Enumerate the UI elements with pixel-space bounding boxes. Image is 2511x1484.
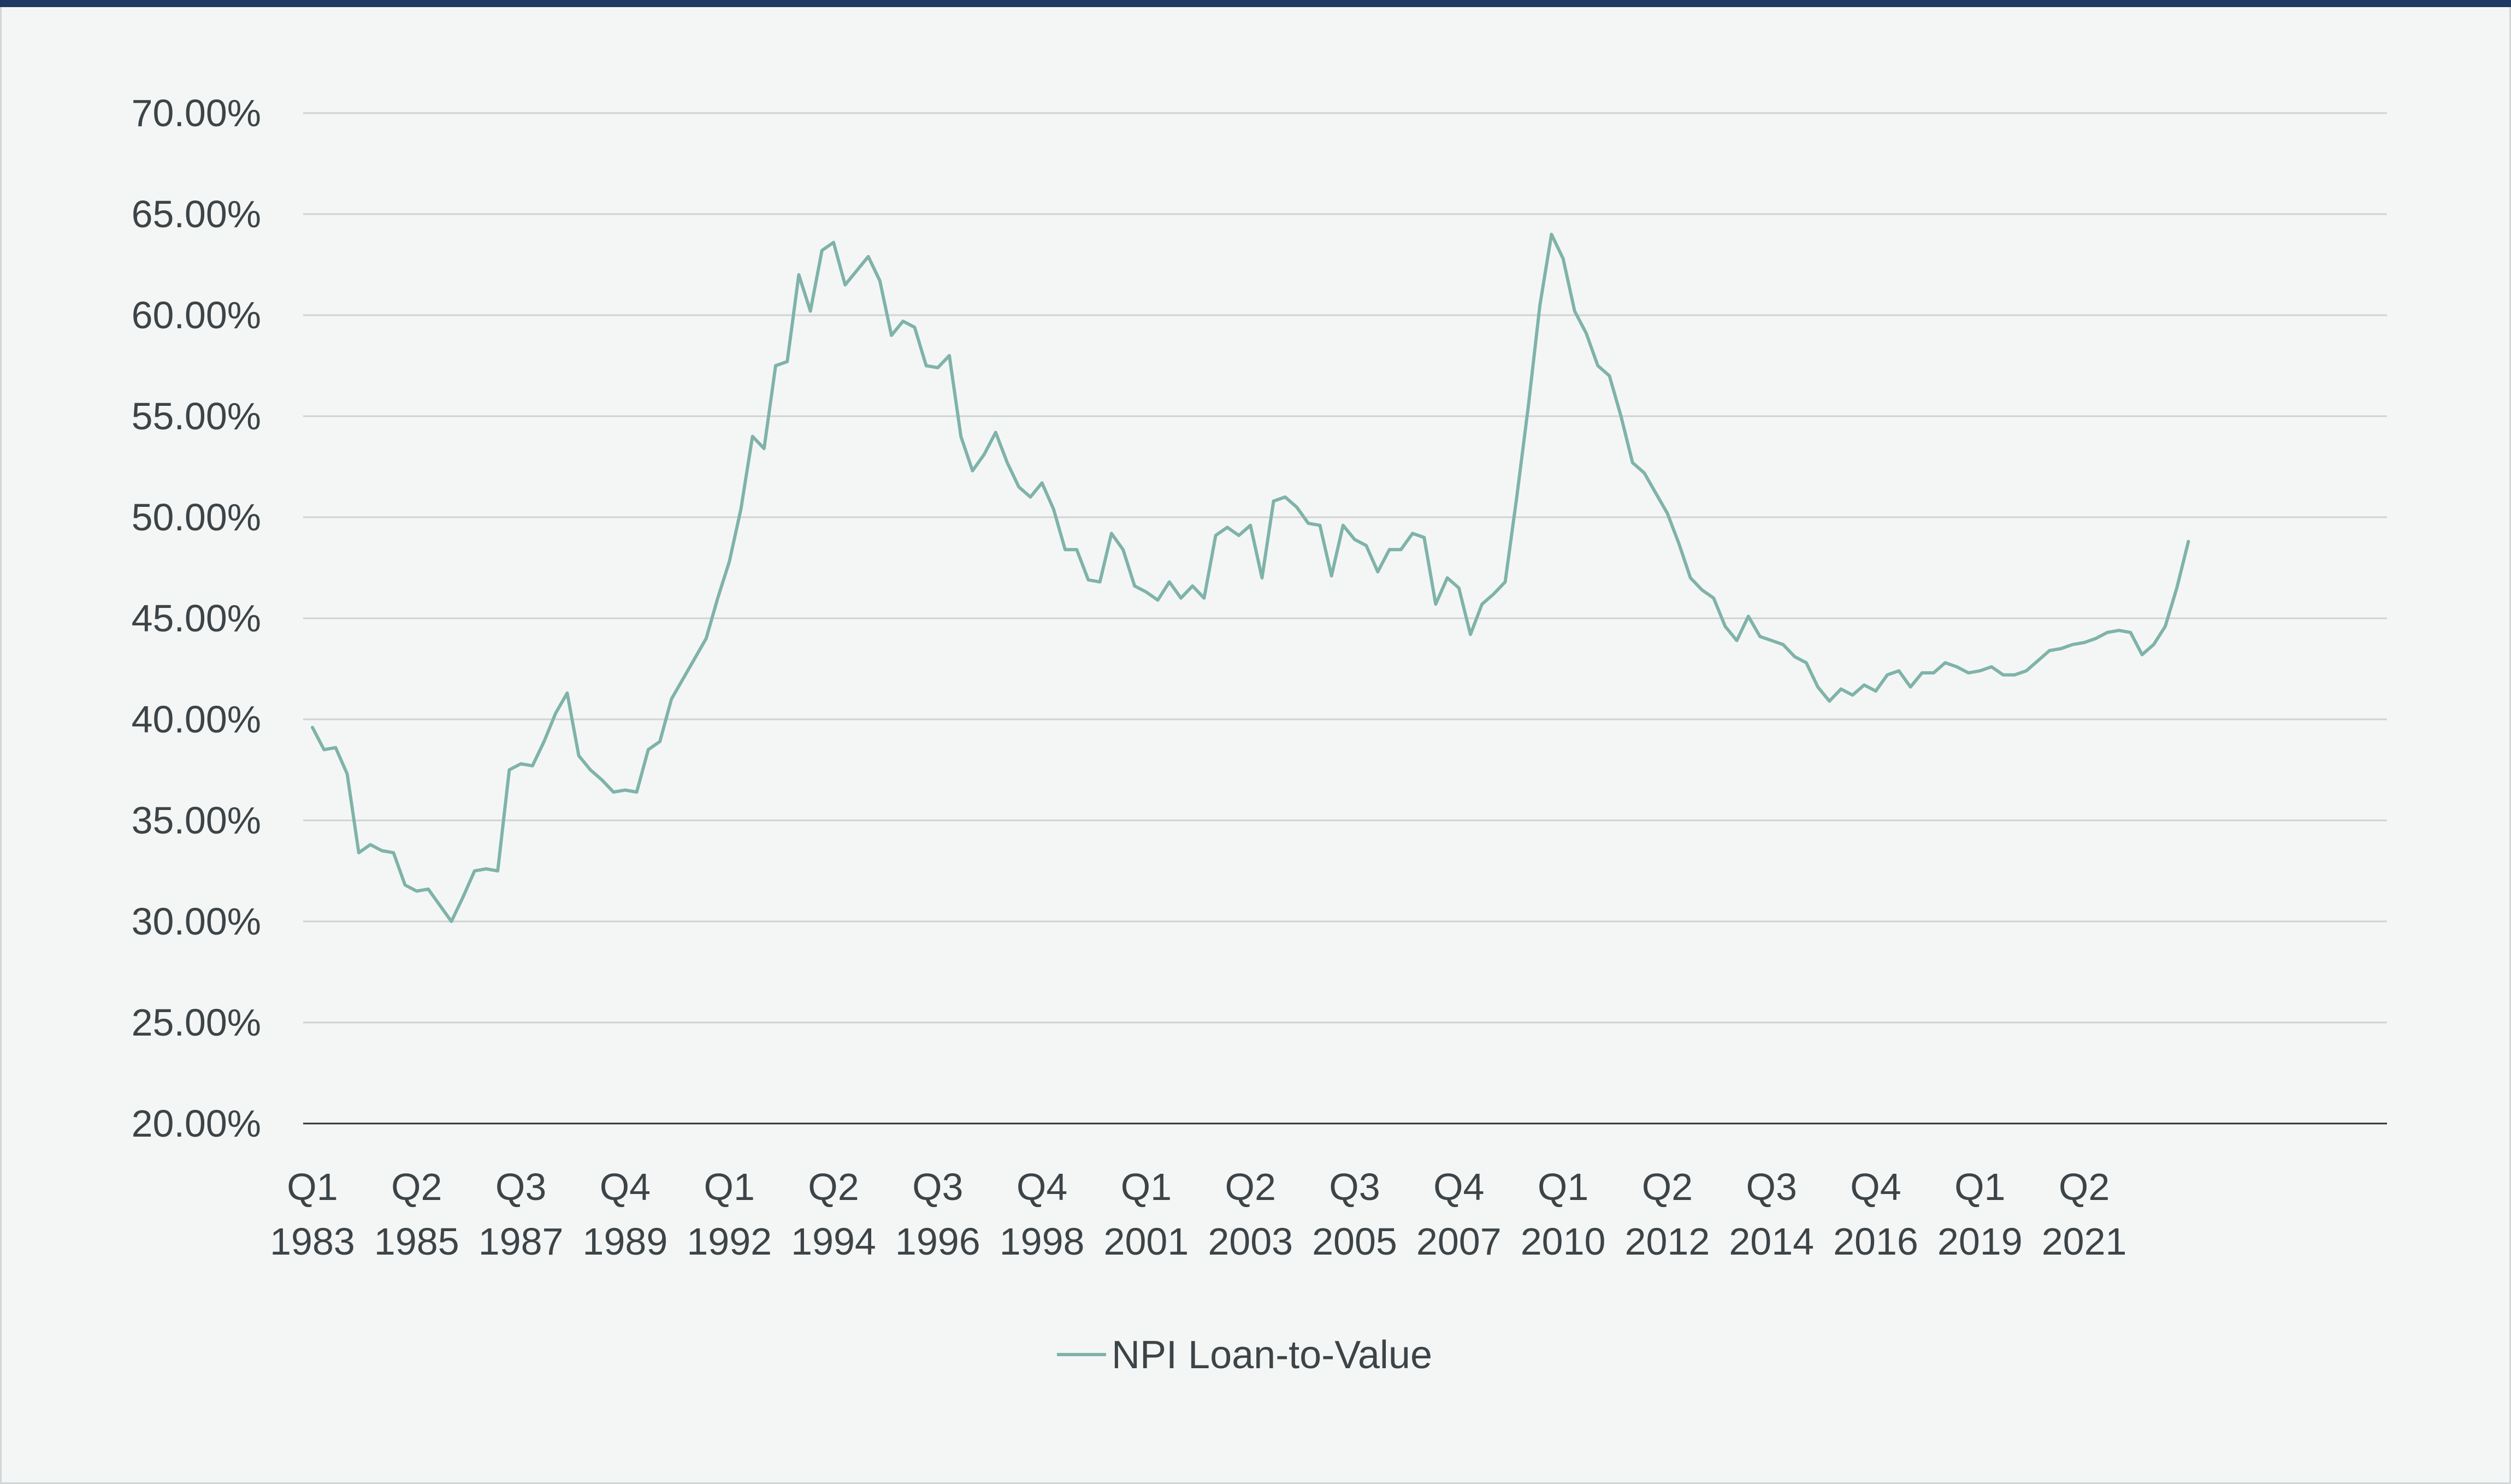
x-tick-label: Q2 2021 <box>2042 1166 2127 1263</box>
x-tick-year: 2019 <box>1937 1220 2023 1263</box>
y-tick-label: 45.00% <box>132 597 261 640</box>
x-tick-year: 1985 <box>374 1220 459 1263</box>
x-tick-quarter: Q1 <box>287 1166 338 1208</box>
x-tick-label: Q4 2007 <box>1416 1166 1502 1263</box>
x-tick-label: Q2 1985 <box>374 1166 459 1263</box>
x-tick-label: Q4 2016 <box>1833 1166 1918 1263</box>
x-tick-quarter: Q4 <box>600 1166 651 1208</box>
y-tick-label: 40.00% <box>132 698 261 741</box>
legend: NPI Loan-to-Value <box>1057 1333 1432 1377</box>
x-tick-quarter: Q1 <box>704 1166 755 1208</box>
x-tick-year: 2010 <box>1521 1220 1606 1263</box>
x-tick-year: 1983 <box>270 1220 355 1263</box>
x-tick-label: Q3 1996 <box>895 1166 980 1263</box>
x-axis-tick-labels: Q1 1983 Q2 1985 Q3 1987 Q4 1989 Q1 1992 Q2 1994 Q3 19… <box>270 1166 2126 1263</box>
x-tick-quarter: Q2 <box>391 1166 442 1208</box>
x-tick-quarter: Q3 <box>1329 1166 1380 1208</box>
series-lines <box>311 233 2190 923</box>
x-tick-year: 2003 <box>1208 1220 1293 1263</box>
x-tick-quarter: Q3 <box>912 1166 963 1208</box>
x-tick-quarter: Q3 <box>1746 1166 1797 1208</box>
x-tick-quarter: Q2 <box>2059 1166 2110 1208</box>
x-tick-year: 1992 <box>687 1220 772 1263</box>
x-tick-quarter: Q4 <box>1017 1166 1067 1208</box>
x-tick-label: Q2 1994 <box>791 1166 876 1263</box>
x-tick-label: Q4 1998 <box>1000 1166 1085 1263</box>
x-tick-quarter: Q2 <box>1642 1166 1693 1208</box>
x-tick-year: 1987 <box>478 1220 564 1263</box>
x-tick-year: 1989 <box>583 1220 668 1263</box>
x-tick-label: Q2 2003 <box>1208 1166 1293 1263</box>
x-tick-year: 2005 <box>1312 1220 1397 1263</box>
y-tick-label: 55.00% <box>132 395 261 437</box>
x-tick-label: Q1 2019 <box>1937 1166 2023 1263</box>
x-tick-year: 1996 <box>895 1220 980 1263</box>
y-tick-label: 70.00% <box>132 92 261 134</box>
x-tick-quarter: Q4 <box>1850 1166 1901 1208</box>
y-tick-label: 60.00% <box>132 294 261 336</box>
x-tick-quarter: Q1 <box>1954 1166 2005 1208</box>
x-tick-quarter: Q1 <box>1121 1166 1172 1208</box>
x-tick-year: 2016 <box>1833 1220 1918 1263</box>
x-tick-year: 1994 <box>791 1220 876 1263</box>
x-tick-year: 1998 <box>1000 1220 1085 1263</box>
x-tick-label: Q3 2005 <box>1312 1166 1397 1263</box>
x-tick-label: Q1 2001 <box>1104 1166 1189 1263</box>
y-axis-tick-labels: 20.00% 25.00% 30.00% 35.00% 40.00% 45.00% 50.0… <box>132 92 261 1145</box>
x-tick-quarter: Q3 <box>495 1166 546 1208</box>
x-tick-year: 2012 <box>1625 1220 1710 1263</box>
gridlines <box>303 112 2387 1024</box>
x-tick-label: Q1 1983 <box>270 1166 355 1263</box>
x-tick-label: Q1 2010 <box>1521 1166 1606 1263</box>
x-tick-year: 2001 <box>1104 1220 1189 1263</box>
y-tick-label: 25.00% <box>132 1001 261 1044</box>
top-accent-bar <box>0 0 2511 7</box>
y-tick-label: 20.00% <box>132 1102 261 1145</box>
y-tick-label: 30.00% <box>132 900 261 943</box>
x-tick-quarter: Q2 <box>1225 1166 1276 1208</box>
x-tick-quarter: Q2 <box>808 1166 859 1208</box>
x-tick-year: 2021 <box>2042 1220 2127 1263</box>
y-tick-label: 50.00% <box>132 496 261 539</box>
x-tick-quarter: Q1 <box>1538 1166 1588 1208</box>
y-tick-label: 65.00% <box>132 193 261 235</box>
x-tick-label: Q2 2012 <box>1625 1166 1710 1263</box>
x-tick-label: Q4 1989 <box>583 1166 668 1263</box>
x-tick-label: Q3 2014 <box>1729 1166 1814 1263</box>
x-tick-year: 2007 <box>1416 1220 1502 1263</box>
x-tick-year: 2014 <box>1729 1220 1814 1263</box>
x-tick-quarter: Q4 <box>1433 1166 1484 1208</box>
x-tick-label: Q1 1992 <box>687 1166 772 1263</box>
x-tick-label: Q3 1987 <box>478 1166 564 1263</box>
y-tick-label: 35.00% <box>132 799 261 842</box>
legend-label-npi-loan-to-value: NPI Loan-to-Value <box>1112 1333 1432 1377</box>
series-line-npi-loan-to-value <box>311 233 2190 923</box>
